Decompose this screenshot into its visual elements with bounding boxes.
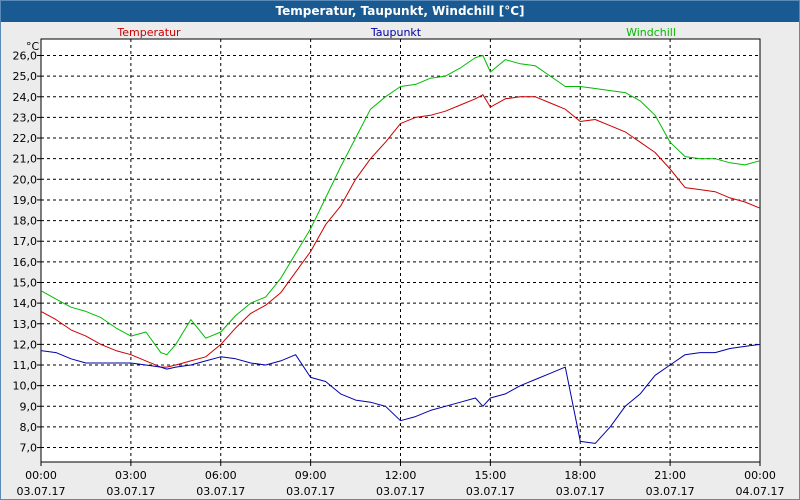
- y-tick-label: 15,0: [13, 276, 38, 289]
- x-tick-label-time: 06:00: [205, 469, 237, 482]
- series-line-temperatur: [40, 94, 761, 368]
- x-tick-label-time: 03:00: [115, 469, 147, 482]
- y-axis-unit: °C: [26, 40, 40, 53]
- y-tick-label: 7,0: [20, 442, 38, 455]
- y-tick-label: 19,0: [13, 194, 38, 207]
- x-tick-label-date: 03.07.17: [196, 485, 245, 498]
- chart-title: Temperatur, Taupunkt, Windchill [°C]: [1, 1, 799, 22]
- plot-frame: [40, 38, 761, 463]
- y-tick-label: 16,0: [13, 256, 38, 269]
- x-tick-label-time: 09:00: [295, 469, 327, 482]
- y-tick-label: 21,0: [13, 153, 38, 166]
- x-tick-label-date: 03.07.17: [376, 485, 425, 498]
- y-tick-label: 13,0: [13, 318, 38, 331]
- y-tick-label: 17,0: [13, 235, 38, 248]
- y-tick-label: 18,0: [13, 215, 38, 228]
- x-tick-label-date: 03.07.17: [556, 485, 605, 498]
- x-tick-label-time: 00:00: [25, 469, 57, 482]
- y-tick-label: 12,0: [13, 338, 38, 351]
- x-tick-label-date: 03.07.17: [106, 485, 155, 498]
- y-tick-label: 11,0: [13, 359, 38, 372]
- x-tick-label-date: 03.07.17: [466, 485, 515, 498]
- series-line-windchill: [40, 55, 761, 356]
- legend-label-windchill: Windchill: [626, 26, 676, 39]
- x-tick-label-time: 21:00: [654, 469, 686, 482]
- x-tick-label-time: 15:00: [475, 469, 507, 482]
- y-tick-label: 22,0: [13, 132, 38, 145]
- y-tick-label: 26,0: [13, 50, 38, 63]
- y-tick-label: 10,0: [13, 380, 38, 393]
- y-tick-label: 9,0: [20, 400, 38, 413]
- y-tick-label: 24,0: [13, 91, 38, 104]
- y-tick-label: 23,0: [13, 111, 38, 124]
- x-tick-label-date: 03.07.17: [17, 485, 66, 498]
- y-tick-label: 14,0: [13, 297, 38, 310]
- x-tick-label-date: 03.07.17: [646, 485, 695, 498]
- legend-label-taupunkt: Taupunkt: [370, 26, 422, 39]
- x-tick-label-time: 12:00: [385, 469, 417, 482]
- chart-area: 7,0 8,0 9,0 10,0 11,0 12,0 13,0 14,0 15,0 16,0 17,…: [1, 22, 799, 499]
- series-line-taupunkt: [40, 343, 761, 444]
- y-tick-label: 25,0: [13, 70, 38, 83]
- y-tick-label: 8,0: [20, 421, 38, 434]
- line-chart: 7,0 8,0 9,0 10,0 11,0 12,0 13,0 14,0 15,0 16,0 17,…: [13, 26, 785, 498]
- x-tick-label-time: 00:00: [744, 469, 776, 482]
- legend-label-temperatur: Temperatur: [116, 26, 181, 39]
- x-tick-label-date: 04.07.17: [736, 485, 785, 498]
- x-tick-label-date: 03.07.17: [286, 485, 335, 498]
- y-tick-label: 20,0: [13, 173, 38, 186]
- x-tick-label-time: 18:00: [564, 469, 596, 482]
